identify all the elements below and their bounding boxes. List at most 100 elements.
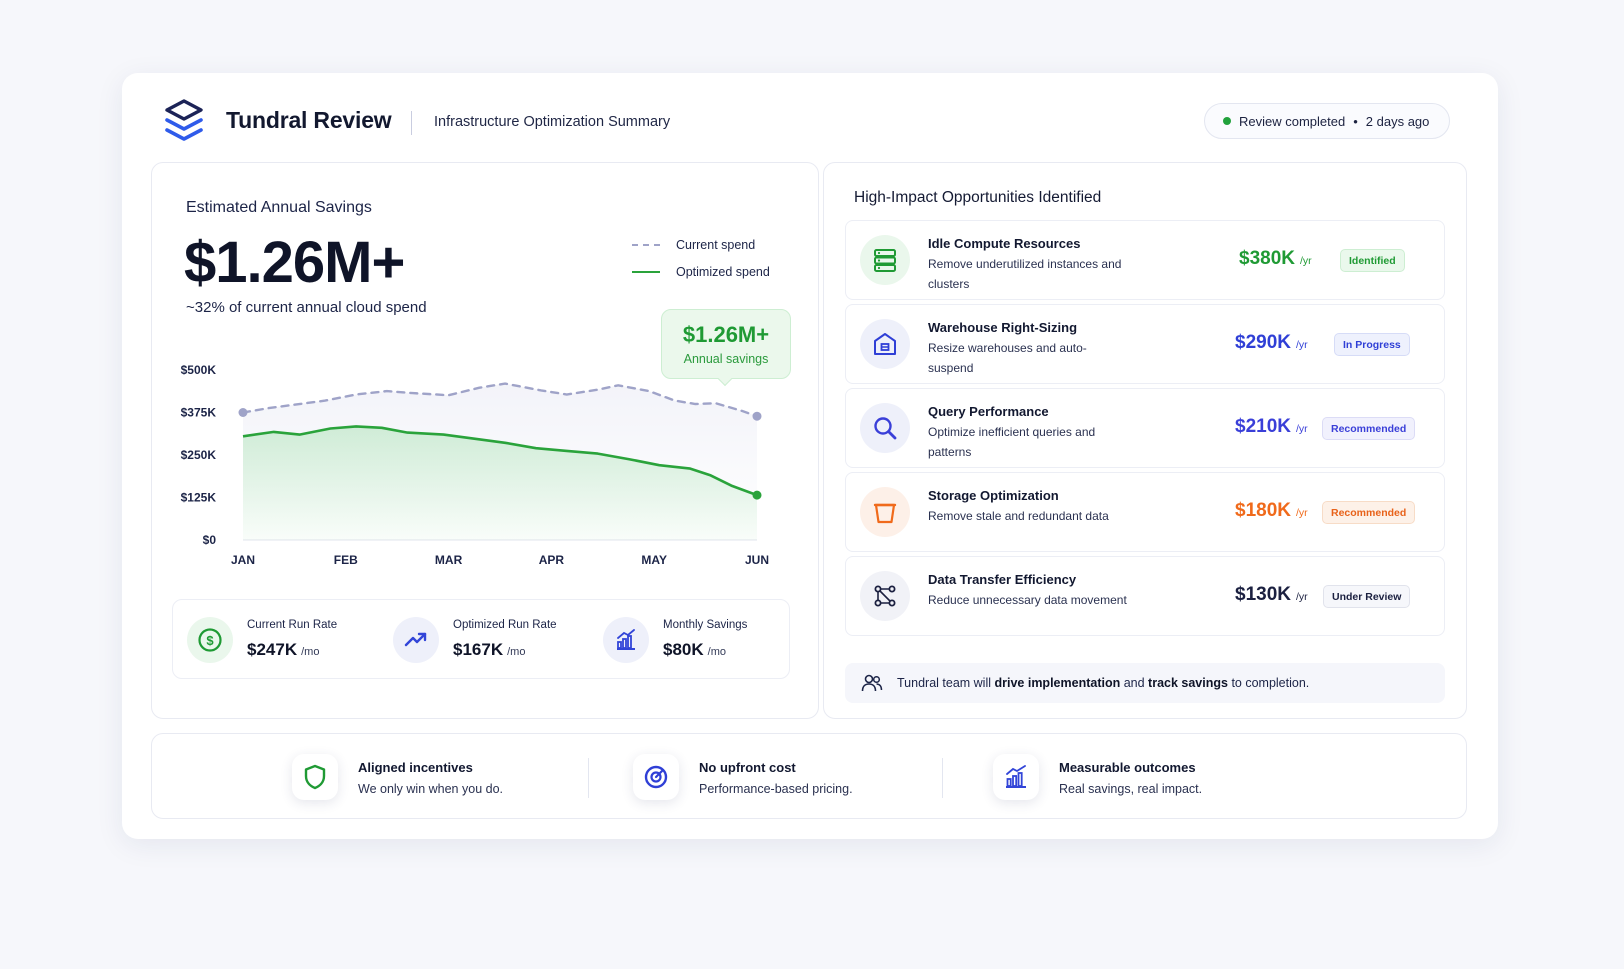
header: Tundral Review Infrastructure Optimizati… <box>122 73 1498 161</box>
opportunity-desc: Remove stale and redundant data <box>928 509 1109 523</box>
x-tick-label: FEB <box>334 553 358 567</box>
x-tick-label: APR <box>539 553 565 567</box>
optimized-spend-area <box>243 426 757 540</box>
opportunity-value: $180K/yr <box>1235 500 1308 522</box>
savings-value: $1.26M+ <box>184 230 405 295</box>
optimized-spend-line <box>242 425 758 497</box>
savings-subtext: ~32% of current annual cloud spend <box>186 299 427 316</box>
metric-amount: $167K <box>453 640 504 659</box>
legend-item-optimized: Optimized spend <box>632 258 770 285</box>
team-icon <box>861 674 883 692</box>
metric-value: $80K/mo <box>663 640 726 660</box>
legend-label-current: Current spend <box>676 237 756 252</box>
feature-desc: We only win when you do. <box>358 782 503 796</box>
savings-panel: Estimated Annual Savings $1.26M+ ~32% of… <box>151 162 819 719</box>
status-time: 2 days ago <box>1365 113 1430 129</box>
callout-value: $1.26M+ <box>682 322 770 347</box>
feature-title: No upfront cost <box>699 760 796 775</box>
status-text: Review completed <box>1239 113 1346 129</box>
note-part: to completion. <box>1227 676 1310 690</box>
bar-growth-icon <box>993 754 1039 800</box>
y-tick-label: $0 <box>203 533 217 547</box>
opportunity-title: Query Performance <box>928 404 1049 419</box>
status-badge: Under Review <box>1323 585 1411 608</box>
opportunity-desc: Reduce unnecessary data movement <box>928 593 1127 607</box>
opportunity-title: Idle Compute Resources <box>928 236 1081 251</box>
summary-card: Tundral Review Infrastructure Optimizati… <box>122 73 1498 839</box>
bucket-icon <box>860 487 910 537</box>
status-badge: Recommended <box>1322 501 1416 524</box>
opportunity-title: Data Transfer Efficiency <box>928 572 1077 587</box>
shield-icon <box>292 754 338 800</box>
opportunity-amount: $380K <box>1239 248 1295 269</box>
metric-unit: /mo <box>707 646 726 658</box>
y-tick-label: $125K <box>181 491 217 505</box>
trend-up-icon <box>393 617 439 663</box>
metric-unit: /mo <box>507 646 526 658</box>
opportunity-amount: $210K <box>1235 416 1291 437</box>
status-badge: Identified <box>1340 249 1405 272</box>
opportunity-data-transfer[interactable]: Data Transfer Efficiency Reduce unnecess… <box>845 556 1445 636</box>
network-icon <box>860 571 910 621</box>
y-tick-label: $500K <box>181 363 217 377</box>
spend-chart: $0 $125K $250K $375K $500K JAN FEB MAR APR MAY JUN <box>181 363 769 567</box>
opportunity-title: Warehouse Right-Sizing <box>928 320 1078 335</box>
note-emphasis: track savings <box>1148 676 1228 690</box>
opportunity-desc: Remove underutilized instances and clust… <box>928 257 1122 291</box>
note-part: Tundral team will <box>897 676 995 690</box>
opportunity-unit: /yr <box>1296 339 1308 351</box>
savings-label: Estimated Annual Savings <box>186 199 372 216</box>
note-text: Tundral team will drive implementation a… <box>897 676 1309 690</box>
y-tick-label: $250K <box>181 448 217 462</box>
opportunity-amount: $130K <box>1235 584 1291 605</box>
current-spend-line <box>241 382 759 418</box>
status-separator: • <box>1353 113 1358 129</box>
legend-dashed-line <box>632 243 660 246</box>
x-tick-label: JAN <box>231 553 255 567</box>
bar-growth-icon <box>603 617 649 663</box>
opportunities-panel: High-Impact Opportunities Identified Idl… <box>823 162 1467 719</box>
run-rate-metrics: $ Current Run Rate $247K/mo Optimized Ru… <box>172 599 790 679</box>
metric-label: Optimized Run Rate <box>453 619 557 631</box>
svg-text:$: $ <box>206 633 214 648</box>
feature-desc: Real savings, real impact. <box>1059 782 1203 796</box>
target-icon <box>633 754 679 800</box>
layers-logo-icon <box>165 99 203 141</box>
opportunity-query-performance[interactable]: Query Performance Optimize inefficient q… <box>845 388 1445 468</box>
current-end-point <box>752 411 762 421</box>
opportunity-amount: $290K <box>1235 332 1291 353</box>
legend-label-optimized: Optimized spend <box>676 264 770 279</box>
current-start-point <box>238 408 248 417</box>
implementation-note: Tundral team will drive implementation a… <box>845 663 1445 703</box>
status-badge: Review completed • 2 days ago <box>1204 103 1450 139</box>
feature-title: Measurable outcomes <box>1059 760 1196 775</box>
opportunity-unit: /yr <box>1296 591 1308 603</box>
note-emphasis: drive implementation <box>994 676 1121 690</box>
feature-title: Aligned incentives <box>358 760 473 775</box>
status-badge: In Progress <box>1334 333 1410 356</box>
legend-solid-line <box>632 270 660 273</box>
page-subtitle: Infrastructure Optimization Summary <box>434 114 671 130</box>
metric-amount: $247K <box>247 640 298 659</box>
feature-desc: Performance-based pricing. <box>699 782 853 796</box>
opportunity-unit: /yr <box>1300 255 1312 267</box>
opportunity-warehouse[interactable]: Warehouse Right-Sizing Resize warehouses… <box>845 304 1445 384</box>
note-part: and <box>1120 676 1149 690</box>
brand-name: Tundral Review <box>226 107 392 133</box>
opportunity-value: $290K/yr <box>1235 332 1308 354</box>
savings-callout: $1.26M+ Annual savings <box>661 309 791 387</box>
opportunity-desc: Resize warehouses and auto-suspend <box>928 341 1087 375</box>
metric-label: Monthly Savings <box>663 619 748 631</box>
x-tick-label: JUN <box>745 553 769 567</box>
opportunity-desc: Optimize inefficient queries and pattern… <box>928 425 1096 459</box>
opportunity-value: $380K/yr <box>1239 248 1312 270</box>
feature-divider <box>588 758 589 798</box>
opportunity-value: $210K/yr <box>1235 416 1308 438</box>
status-badge: Recommended <box>1322 417 1416 440</box>
opportunity-idle-compute[interactable]: Idle Compute Resources Remove underutili… <box>845 220 1445 300</box>
value-props-strip: Aligned incentives We only win when you … <box>151 733 1467 819</box>
header-divider <box>411 111 412 135</box>
metric-label: Current Run Rate <box>247 619 338 631</box>
opportunity-storage[interactable]: Storage Optimization Remove stale and re… <box>845 472 1445 552</box>
opportunity-unit: /yr <box>1296 507 1308 519</box>
